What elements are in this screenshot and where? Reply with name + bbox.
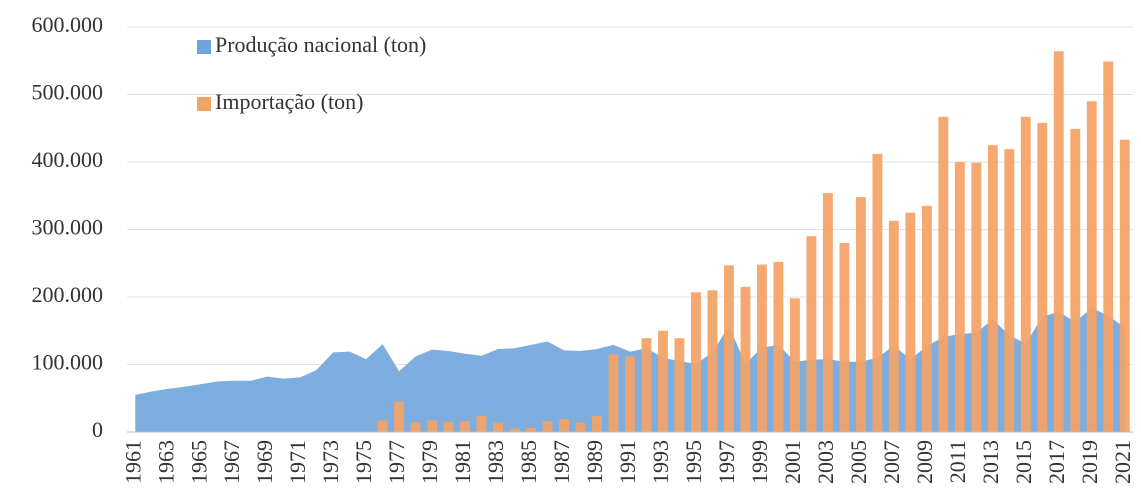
bar <box>1119 139 1130 432</box>
bar <box>806 236 817 432</box>
bar <box>954 162 965 432</box>
bar <box>542 421 553 432</box>
bar <box>460 421 471 432</box>
bar <box>1086 101 1097 432</box>
bar <box>888 220 899 432</box>
bar <box>756 264 767 432</box>
bar <box>855 197 866 432</box>
y-tick-label: 100.000 <box>32 350 104 375</box>
x-tick-label: 1993 <box>648 440 673 484</box>
x-tick-label: 2019 <box>1077 440 1102 484</box>
bar <box>822 193 833 432</box>
x-tick-label: 2003 <box>813 440 838 484</box>
bar <box>1070 128 1081 433</box>
x-tick-label: 2015 <box>1011 440 1036 484</box>
bar <box>476 415 487 432</box>
bar <box>410 422 421 432</box>
bar <box>1004 149 1015 433</box>
bar <box>707 290 718 432</box>
bar <box>872 153 883 432</box>
x-tick-label: 1963 <box>153 440 178 484</box>
x-tick-label: 2005 <box>846 440 871 484</box>
y-tick-label: 0 <box>92 417 103 442</box>
bar <box>971 162 982 433</box>
x-tick-label: 2013 <box>978 440 1003 484</box>
x-tick-label: 1969 <box>252 440 277 484</box>
x-tick-label: 1981 <box>450 440 475 484</box>
bar <box>625 356 635 432</box>
bar <box>740 286 751 432</box>
y-tick-label: 200.000 <box>32 282 104 307</box>
bar <box>987 145 998 432</box>
x-tick-label: 1965 <box>186 440 211 484</box>
x-tick-label: 1979 <box>417 440 442 484</box>
bar <box>658 330 668 432</box>
bar <box>394 401 405 432</box>
x-tick-label: 2021 <box>1110 440 1135 484</box>
bar <box>443 421 454 432</box>
x-tick-label: 1987 <box>549 440 574 484</box>
bar <box>905 212 916 432</box>
bar <box>839 243 850 432</box>
x-tick-label: 1999 <box>747 440 772 484</box>
y-tick-label: 400.000 <box>32 147 104 172</box>
x-tick-label: 1989 <box>582 440 607 484</box>
legend-label: Importação (ton) <box>215 89 363 114</box>
x-tick-label: 1995 <box>681 440 706 484</box>
bar <box>575 422 586 432</box>
bar <box>608 354 619 432</box>
x-tick-label: 2007 <box>879 440 904 484</box>
x-tick-label: 1983 <box>483 440 508 484</box>
bar <box>1103 61 1114 433</box>
bar <box>559 419 569 432</box>
bar <box>493 422 504 432</box>
legend-label: Produção nacional (ton) <box>215 32 426 57</box>
bar <box>691 292 701 432</box>
legend-swatch <box>197 40 211 54</box>
x-tick-label: 2017 <box>1044 440 1069 484</box>
bar <box>773 261 784 432</box>
x-tick-label: 1961 <box>120 440 145 484</box>
x-tick-label: 1967 <box>219 440 244 484</box>
bar <box>938 116 949 433</box>
legend-swatch <box>197 97 211 111</box>
y-tick-label: 300.000 <box>32 215 104 240</box>
bar <box>1020 116 1031 433</box>
bar <box>377 420 388 432</box>
bar <box>789 298 800 432</box>
bar <box>641 338 652 432</box>
x-tick-label: 2001 <box>780 440 805 484</box>
bar <box>921 205 932 432</box>
bar <box>724 265 734 432</box>
y-tick-label: 500.000 <box>32 80 104 105</box>
x-tick-label: 1977 <box>384 440 409 484</box>
bar <box>674 338 685 432</box>
x-tick-label: 1975 <box>351 440 376 484</box>
y-tick-label: 600.000 <box>32 12 104 37</box>
x-tick-label: 1997 <box>714 440 739 484</box>
x-tick-label: 1971 <box>285 440 310 484</box>
bar <box>1037 122 1048 432</box>
bar <box>509 428 520 432</box>
bar <box>427 420 438 432</box>
x-tick-label: 1985 <box>516 440 541 484</box>
bar <box>1053 51 1064 433</box>
x-tick-label: 2011 <box>945 440 970 483</box>
x-tick-label: 1991 <box>615 440 640 484</box>
x-tick-label: 1973 <box>318 440 343 484</box>
x-tick-label: 2009 <box>912 440 937 484</box>
bar <box>526 427 536 432</box>
bar <box>592 415 602 432</box>
